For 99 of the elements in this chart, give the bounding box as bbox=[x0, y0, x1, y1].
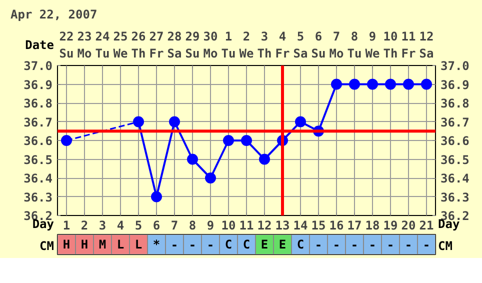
category-label: - bbox=[422, 238, 430, 252]
point bbox=[61, 135, 72, 146]
category-label: M bbox=[98, 238, 106, 252]
point bbox=[205, 172, 216, 184]
x2-tick-label: 29 Su bbox=[185, 30, 200, 60]
x2-tick-label: 23 Mo bbox=[77, 30, 92, 60]
x-tick-label: 4 bbox=[116, 218, 124, 232]
category-label: - bbox=[170, 238, 178, 252]
x2-tick-label: 6 Su bbox=[311, 30, 326, 60]
x-tick-label: 10 bbox=[221, 218, 236, 232]
x-tick-label: 9 bbox=[206, 218, 214, 232]
category-label: C bbox=[224, 238, 232, 252]
y-tick-label: 36.3 bbox=[24, 190, 53, 204]
x2-tick-label: 2 We bbox=[239, 30, 254, 60]
x-tick-label: 7 bbox=[170, 218, 178, 232]
x-tick-label: 2 bbox=[80, 218, 88, 232]
chart-title: Apr 22, 2007 bbox=[10, 8, 98, 22]
x2-tick-label: 3 Th bbox=[257, 30, 272, 60]
category-label: H bbox=[62, 238, 70, 252]
category-label: C bbox=[296, 238, 304, 252]
x2-tick-label: 25 We bbox=[113, 30, 128, 60]
x2-tick-label: 4 Fr bbox=[275, 30, 290, 60]
point bbox=[295, 116, 306, 128]
y-tick-label: 36.7 bbox=[24, 115, 53, 130]
x-tick-label: 17 bbox=[347, 218, 362, 232]
x-tick-label: 20 bbox=[401, 218, 416, 232]
category-label: H bbox=[80, 238, 88, 252]
point bbox=[223, 135, 234, 146]
x2-tick-label: 28 Sa bbox=[167, 30, 182, 60]
point bbox=[331, 78, 342, 90]
category-label: * bbox=[152, 238, 160, 252]
category-label: L bbox=[116, 238, 124, 252]
x2-tick-label: 8 Tu bbox=[347, 30, 362, 60]
point bbox=[133, 116, 144, 128]
category-label: E bbox=[260, 238, 268, 252]
x2-tick-label: 7 Mo bbox=[329, 30, 344, 60]
category-label: C bbox=[242, 238, 250, 252]
y-tick-label: 36.9 bbox=[24, 78, 53, 92]
y-tick-label: 36.5 bbox=[24, 152, 53, 167]
point bbox=[169, 116, 180, 128]
point bbox=[349, 78, 360, 90]
x-tick-label: 1 bbox=[62, 218, 70, 232]
x2-tick-label: 22 Su bbox=[59, 30, 74, 60]
x2-tick-label: 5 Sa bbox=[293, 30, 308, 60]
point bbox=[403, 78, 414, 90]
y2-tick-label: 36.8 bbox=[440, 96, 470, 110]
x-tick-label: 5 bbox=[134, 218, 142, 232]
x2-axis-title: Date bbox=[25, 38, 54, 52]
category-label: - bbox=[368, 238, 376, 252]
x-tick-label: 3 bbox=[98, 218, 106, 232]
point bbox=[367, 78, 378, 90]
category-label: - bbox=[188, 238, 196, 252]
text: CM bbox=[438, 239, 452, 253]
x2-tick-label: 27 Fr bbox=[149, 30, 164, 60]
x2-tick-label: 11 Fr bbox=[401, 30, 416, 60]
x2-tick-label: 26 Th bbox=[131, 30, 146, 60]
x2-tick-label: 9 We bbox=[365, 30, 380, 60]
y-tick-label: 37.0 bbox=[24, 59, 53, 73]
y2-tick-label: 36.4 bbox=[440, 172, 470, 186]
category-label: E bbox=[278, 238, 286, 252]
y2-tick-label: 36.5 bbox=[440, 152, 470, 167]
x-tick-label: 11 bbox=[239, 218, 254, 232]
x-tick-label: 15 bbox=[311, 218, 326, 232]
x2-tick-label: 30 Mo bbox=[203, 30, 218, 60]
point bbox=[421, 78, 432, 90]
text: CM bbox=[40, 239, 54, 253]
y2-tick-label: 36.3 bbox=[440, 190, 470, 204]
x-tick-label: 21 bbox=[419, 218, 434, 232]
category-label: - bbox=[404, 238, 412, 252]
x-tick-label: 13 bbox=[275, 218, 290, 232]
x2-tick-label: 24 Tu bbox=[95, 30, 110, 60]
category-label: - bbox=[206, 238, 214, 252]
x-tick-label: 6 bbox=[152, 218, 160, 232]
point bbox=[187, 154, 198, 165]
x-tick-label: 16 bbox=[329, 218, 344, 232]
y2-tick-label: 37.0 bbox=[440, 59, 470, 73]
y-tick-label: 36.4 bbox=[24, 172, 53, 186]
point bbox=[385, 78, 396, 90]
category-label: - bbox=[350, 238, 358, 252]
y2-tick-label: 36.9 bbox=[440, 78, 470, 92]
x-tick-label: 18 bbox=[365, 218, 380, 232]
x2-tick-label: 10 Th bbox=[383, 30, 398, 60]
category-label: L bbox=[134, 238, 142, 252]
point bbox=[259, 154, 270, 165]
point bbox=[151, 191, 162, 202]
x-tick-label: 14 bbox=[293, 218, 308, 232]
x-tick-label: 12 bbox=[257, 218, 272, 232]
x-tick-label: 19 bbox=[383, 218, 398, 232]
x-tick-label: 8 bbox=[188, 218, 196, 232]
x2-tick-label: 1 Tu bbox=[221, 30, 236, 60]
y2-tick-label: 36.7 bbox=[440, 115, 470, 130]
category-label: - bbox=[332, 238, 340, 252]
category-label: - bbox=[386, 238, 394, 252]
x2-tick-label: 12 Sa bbox=[419, 30, 434, 60]
point bbox=[241, 135, 252, 146]
y-tick-label: 36.8 bbox=[24, 96, 53, 110]
category-label: - bbox=[314, 238, 322, 252]
y2-tick-label: 36.6 bbox=[440, 134, 470, 148]
y-tick-label: 36.6 bbox=[24, 134, 53, 148]
